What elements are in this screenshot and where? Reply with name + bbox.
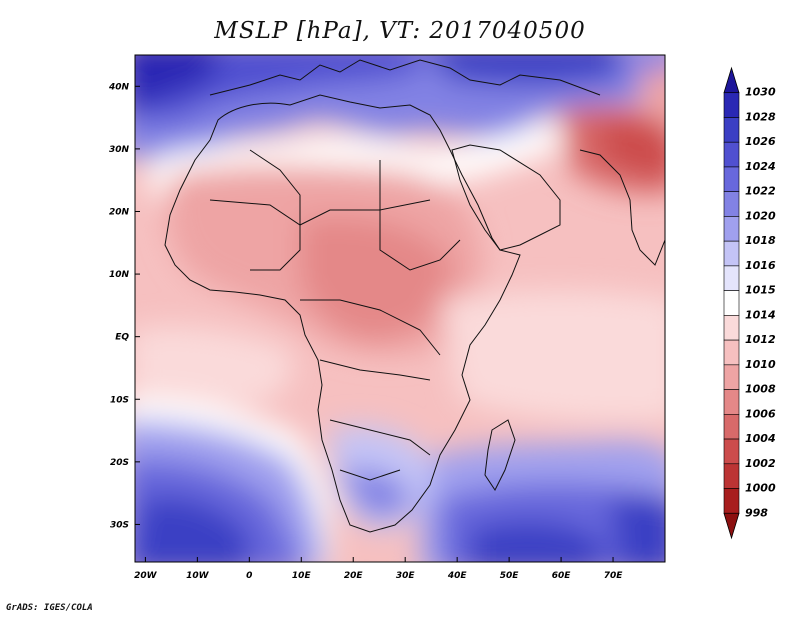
colorbar-label: 1026 <box>745 135 776 148</box>
colorbar-label: 1014 <box>745 308 776 321</box>
y-tick-label: 40N <box>108 82 130 92</box>
x-tick-label: 10W <box>186 571 210 581</box>
colorbar-segment <box>723 92 740 118</box>
x-tick-label: 20E <box>344 571 364 581</box>
credit-label: GrADS: IGES/COLA <box>6 603 93 613</box>
colorbar-segment <box>723 240 740 267</box>
colorbar-label: 1004 <box>745 432 776 445</box>
colorbar: 1030 1028 1026 1024 1022 1020 1018 1016 1015 1014… <box>723 66 776 540</box>
colorbar-segment <box>723 265 740 291</box>
x-tick-label: 70E <box>604 571 624 581</box>
y-tick-label: 20N <box>109 207 130 217</box>
colorbar-segment <box>723 191 740 217</box>
colorbar-label: 1000 <box>745 482 776 495</box>
latitude-axis: 40N 30N 20N 10N EQ 10S 20S 30S <box>108 82 140 530</box>
colorbar-segment <box>723 364 740 390</box>
colorbar-bottom-arrow <box>723 512 740 540</box>
y-tick-label: 30S <box>110 520 129 530</box>
pressure-field <box>135 55 665 562</box>
y-tick-label: 30N <box>109 145 130 155</box>
x-tick-label: 30E <box>396 571 416 581</box>
colorbar-segment <box>723 290 740 316</box>
colorbar-label: 1028 <box>745 110 776 123</box>
colorbar-label: 1008 <box>745 383 776 396</box>
colorbar-label: 1006 <box>745 407 776 420</box>
coastline-outline <box>164 59 665 533</box>
colorbar-label: 998 <box>745 506 768 519</box>
colorbar-segment <box>723 438 740 465</box>
colorbar-label: 1024 <box>745 160 776 173</box>
colorbar-label: 1002 <box>745 457 776 470</box>
longitude-axis: 20W 10W 0 10E 20E 30E 40E 50E 60E 70E <box>134 557 623 581</box>
colorbar-segment <box>723 166 740 192</box>
colorbar-top-arrow <box>723 66 740 94</box>
colorbar-segment <box>723 414 740 440</box>
x-tick-label: 50E <box>500 571 520 581</box>
chart-title: MSLP [hPa], VT: 2017040500 <box>214 18 586 44</box>
y-tick-label: 10N <box>109 270 130 280</box>
x-tick-label: 20W <box>134 571 158 581</box>
colorbar-segment <box>723 315 740 341</box>
plot-frame <box>134 54 666 563</box>
x-tick-label: 60E <box>552 571 572 581</box>
colorbar-segment <box>723 117 740 143</box>
x-tick-label: 40E <box>447 571 468 581</box>
colorbar-label: 1018 <box>745 234 776 247</box>
colorbar-segment <box>723 216 740 242</box>
colorbar-label: 1020 <box>745 209 776 222</box>
colorbar-segment <box>723 463 740 489</box>
colorbar-label: 1030 <box>745 86 776 99</box>
colorbar-segment <box>723 488 740 514</box>
colorbar-label: 1016 <box>745 259 776 272</box>
colorbar-segment <box>723 389 740 415</box>
x-tick-label: 0 <box>246 571 252 581</box>
colorbar-segment <box>723 141 740 168</box>
y-tick-label: 10S <box>110 395 129 405</box>
colorbar-label: 1022 <box>745 185 776 198</box>
y-tick-label: 20S <box>110 458 129 468</box>
colorbar-label: 1012 <box>745 333 776 346</box>
colorbar-segment <box>723 339 740 366</box>
colorbar-label: 1010 <box>745 358 776 371</box>
x-tick-label: 10E <box>292 571 312 581</box>
y-tick-label: EQ <box>115 333 129 343</box>
colorbar-label: 1015 <box>745 284 776 297</box>
